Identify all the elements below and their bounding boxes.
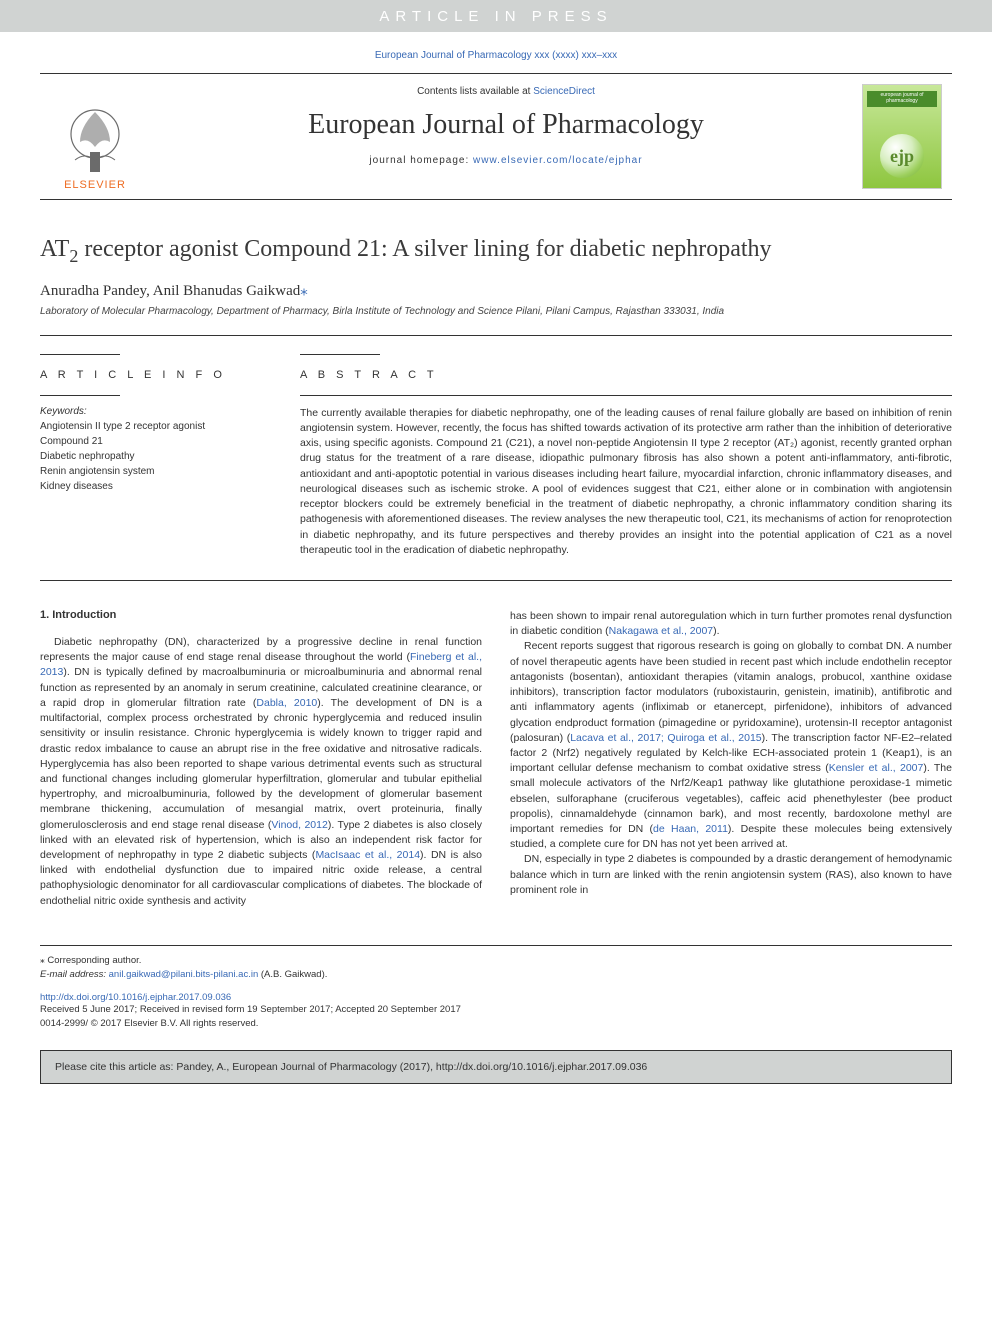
cover-image: european journal of pharmacology ejp [862,84,942,189]
title-prefix: AT [40,236,69,262]
keyword-1: Angiotensin II type 2 receptor agonist [40,419,276,434]
sciencedirect-link[interactable]: ScienceDirect [533,86,595,97]
intro-heading: 1. Introduction [40,609,482,621]
journal-ref-link[interactable]: European Journal of Pharmacology xxx (xx… [375,50,617,61]
keyword-3: Diabetic nephropathy [40,449,276,464]
body-columns: 1. Introduction Diabetic nephropathy (DN… [40,609,952,909]
keyword-2: Compound 21 [40,434,276,449]
article-title: AT2 receptor agonist Compound 21: A silv… [40,236,952,267]
banner-text: ARTICLE IN PRESS [379,8,612,25]
info-rule [40,354,120,355]
email-label: E-mail address: [40,969,109,980]
keyword-5: Kidney diseases [40,479,276,494]
contents-label: Contents lists available at [417,86,533,97]
citation-box: Please cite this article as: Pandey, A.,… [40,1050,952,1084]
journal-header: ELSEVIER Contents lists available at Sci… [40,73,952,200]
keywords-label: Keywords: [40,406,276,417]
p1c: ). The development of DN is a multifacto… [40,697,482,831]
doi-link[interactable]: http://dx.doi.org/10.1016/j.ejphar.2017.… [40,992,231,1003]
ref-lacava-quiroga[interactable]: Lacava et al., 2017; Quiroga et al., 201… [570,732,761,744]
title-rest: receptor agonist Compound 21: A silver l… [78,236,771,262]
header-center: Contents lists available at ScienceDirec… [150,74,862,199]
article-info-column: A R T I C L E I N F O Keywords: Angioten… [40,354,300,558]
body-column-right: has been shown to impair renal autoregul… [510,609,952,909]
homepage-link[interactable]: www.elsevier.com/locate/ejphar [473,155,643,166]
authors-line: Anuradha Pandey, Anil Bhanudas Gaikwad⁎ [40,281,952,300]
affiliation: Laboratory of Molecular Pharmacology, De… [40,306,952,317]
cover-ejp-logo: ejp [880,134,924,178]
ref-dehaan[interactable]: de Haan, 2011 [653,823,728,835]
col2-para-1: has been shown to impair renal autoregul… [510,609,952,639]
intro-para-1: Diabetic nephropathy (DN), characterized… [40,635,482,909]
email-suffix: (A.B. Gaikwad). [258,969,327,980]
info-abstract-row: A R T I C L E I N F O Keywords: Angioten… [40,336,952,580]
copyright-line: 0014-2999/ © 2017 Elsevier B.V. All righ… [40,1017,952,1030]
abstract-text: The currently available therapies for di… [300,406,952,558]
homepage-label: journal homepage: [369,155,473,166]
corresponding-author-label: ⁎ Corresponding author. [40,954,952,968]
col2-para-3: DN, especially in type 2 diabetes is com… [510,852,952,898]
author-names: Anuradha Pandey, Anil Bhanudas Gaikwad [40,283,300,299]
ref-kensler[interactable]: Kensler et al., 2007 [829,762,924,774]
keyword-4: Renin angiotensin system [40,464,276,479]
article-in-press-banner: ARTICLE IN PRESS [0,0,992,32]
c2p2a: Recent reports suggest that rigorous res… [510,640,952,743]
email-line: E-mail address: anil.gaikwad@pilani.bits… [40,968,952,982]
info-rule2 [40,395,120,396]
elsevier-logo: ELSEVIER [40,74,150,199]
divider-bottom [40,580,952,581]
ref-dabla[interactable]: Dabla, 2010 [256,697,317,709]
c2p1b: ). [713,625,719,637]
body-column-left: 1. Introduction Diabetic nephropathy (DN… [40,609,482,909]
col2-para-2: Recent reports suggest that rigorous res… [510,639,952,852]
homepage-line: journal homepage: www.elsevier.com/locat… [150,155,862,166]
ref-vinod[interactable]: Vinod, 2012 [271,819,327,831]
c2p1a: has been shown to impair renal autoregul… [510,610,952,637]
corresponding-author-marker[interactable]: ⁎ [300,283,308,299]
footer-correspondence: ⁎ Corresponding author. E-mail address: … [40,945,952,983]
abstract-rule2 [300,395,952,396]
doi-line: http://dx.doi.org/10.1016/j.ejphar.2017.… [40,992,952,1003]
ref-macisaac[interactable]: MacIsaac et al., 2014 [315,849,420,861]
abstract-rule [300,354,380,355]
article-info-heading: A R T I C L E I N F O [40,369,276,381]
journal-reference-line: European Journal of Pharmacology xxx (xx… [0,32,992,73]
publication-history: Received 5 June 2017; Received in revise… [40,1003,952,1016]
abstract-heading: A B S T R A C T [300,369,952,381]
ref-nakagawa[interactable]: Nakagawa et al., 2007 [609,625,714,637]
title-subscript: 2 [69,246,78,266]
cover-title-bar: european journal of pharmacology [867,91,937,107]
abstract-column: A B S T R A C T The currently available … [300,354,952,558]
contents-lists-line: Contents lists available at ScienceDirec… [150,86,862,97]
journal-title: European Journal of Pharmacology [150,109,862,141]
journal-cover: european journal of pharmacology ejp [862,74,952,199]
email-link[interactable]: anil.gaikwad@pilani.bits-pilani.ac.in [109,969,259,980]
elsevier-wordmark: ELSEVIER [64,179,126,191]
elsevier-tree-icon [60,102,130,177]
